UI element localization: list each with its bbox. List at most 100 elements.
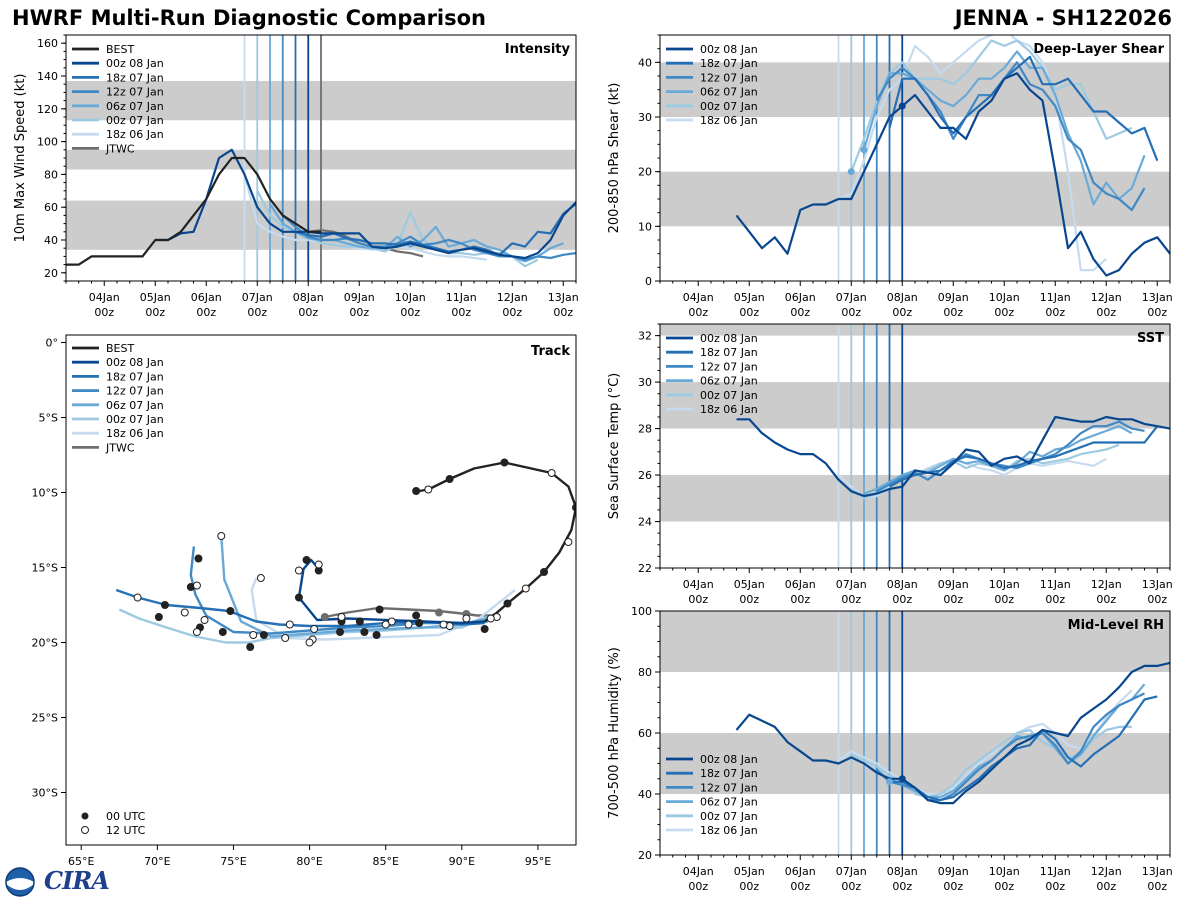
- intensity-xtick-label-hour-3: 00z: [247, 306, 267, 319]
- rh-legend-label-0: 00z 08 Jan: [700, 753, 758, 766]
- shear-legend-label-5: 18z 06 Jan: [700, 114, 758, 127]
- shear-xtick-label-hour-9: 00z: [1147, 306, 1167, 319]
- rh-panel-title: Mid-Level RH: [1068, 618, 1164, 633]
- intensity-ytick-label-3: 80: [44, 168, 58, 181]
- sst-xtick-label-hour-4: 00z: [892, 593, 912, 606]
- sst-xtick-label-hour-0: 00z: [688, 593, 708, 606]
- intensity-ytick-label-7: 160: [37, 37, 58, 50]
- track-point-12utc-20: [314, 560, 323, 569]
- track-point-00utc-20: [360, 628, 369, 636]
- rh-xtick-label-hour-4: 00z: [892, 880, 912, 893]
- track-ytick-label-6: 30°S: [32, 787, 58, 800]
- rh-xtick-label-day-2: 06Jan: [785, 865, 816, 878]
- intensity-legend-label-0: BEST: [106, 43, 134, 56]
- track-jtwc-point-0: [320, 613, 329, 621]
- track-point-12utc-16: [285, 620, 294, 629]
- track-xtick-label-6: 95°E: [525, 855, 551, 868]
- sst-xtick-label-hour-7: 00z: [1045, 593, 1065, 606]
- track-legend-label-1: 00z 08 Jan: [106, 356, 164, 369]
- shear-xtick-label-day-3: 07Jan: [836, 291, 867, 304]
- track-ytick-label-1: 5°S: [39, 412, 58, 425]
- shear-xtick-label-day-6: 10Jan: [989, 291, 1020, 304]
- sst-xtick-label-hour-1: 00z: [739, 593, 759, 606]
- sst-series-00z-08-jan: [736, 415, 1170, 498]
- rh-marker-0: [886, 778, 893, 786]
- sst-legend-label-0: 00z 08 Jan: [700, 332, 758, 345]
- track-xtick-label-4: 85°E: [372, 855, 398, 868]
- intensity-xtick-label-day-6: 10Jan: [395, 291, 426, 304]
- rh-ytick-label-0: 20: [638, 849, 652, 862]
- shear-xtick-label-hour-1: 00z: [739, 306, 759, 319]
- intensity-legend-label-6: 18z 06 Jan: [106, 128, 164, 141]
- rh-xtick-label-hour-9: 00z: [1147, 880, 1167, 893]
- track-point-12utc-0: [424, 485, 433, 494]
- track-point-12utc-11: [381, 620, 390, 629]
- track-series-12z-07-jan: [189, 546, 488, 635]
- track-legend-label-4: 06z 07 Jan: [106, 399, 164, 412]
- shear-xtick-label-day-8: 12Jan: [1091, 291, 1122, 304]
- track-point-12utc-25: [192, 628, 201, 636]
- track-point-00utc-13: [160, 601, 169, 609]
- intensity-xtick-label-hour-9: 00z: [553, 306, 573, 319]
- track-point-12utc-12: [337, 613, 346, 621]
- track-legend-label-7: JTWC: [105, 441, 135, 454]
- rh-xtick-label-day-0: 04Jan: [683, 865, 714, 878]
- track-point-12utc-5: [486, 614, 495, 623]
- rh-xtick-label-day-3: 07Jan: [836, 865, 867, 878]
- shear-xtick-label-hour-3: 00z: [841, 306, 861, 319]
- rh-ylabel: 700-500 hPa Humidity (%): [607, 647, 622, 819]
- track-point-00utc-12: [226, 607, 235, 615]
- shear-xtick-label-day-2: 06Jan: [785, 291, 816, 304]
- rh-xtick-label-day-5: 09Jan: [938, 865, 969, 878]
- rh-ytick-label-1: 40: [638, 788, 652, 801]
- track-xtick-label-2: 75°E: [220, 855, 246, 868]
- cira-logo-text: CIRA: [44, 866, 110, 895]
- sst-ytick-label-1: 24: [638, 516, 652, 529]
- rh-xtick-label-hour-5: 00z: [943, 880, 963, 893]
- shear-xtick-label-day-9: 13Jan: [1142, 291, 1173, 304]
- track-legend-label-2: 18z 07 Jan: [106, 370, 164, 383]
- shear-marker-0: [847, 168, 855, 176]
- track-marker-legend-12utc: [81, 826, 89, 834]
- rh-xtick-label-day-6: 10Jan: [989, 865, 1020, 878]
- rh-ytick-label-2: 60: [638, 727, 652, 740]
- sst-xtick-label-day-3: 07Jan: [836, 578, 867, 591]
- track-point-00utc-2: [500, 458, 509, 467]
- intensity-legend-label-5: 00z 07 Jan: [106, 114, 164, 127]
- sst-xtick-label-day-2: 06Jan: [785, 578, 816, 591]
- rh-xtick-label-day-7: 11Jan: [1040, 865, 1071, 878]
- track-xtick-label-1: 70°E: [144, 855, 170, 868]
- sst-xtick-label-hour-6: 00z: [994, 593, 1014, 606]
- sst-panel: 22 24 26 28 30 32 04Jan 00z 05Jan 00z 06Jan 00z 07Ja…: [607, 323, 1173, 606]
- rh-xtick-label-hour-1: 00z: [739, 880, 759, 893]
- track-series-group: [115, 458, 576, 651]
- shear-ytick-label-2: 20: [638, 166, 652, 179]
- rh-xtick-label-hour-0: 00z: [688, 880, 708, 893]
- track-legend-label-5: 00z 07 Jan: [106, 413, 164, 426]
- intensity-xtick-label-day-3: 07Jan: [242, 291, 273, 304]
- sst-series-group: [736, 415, 1170, 500]
- track-point-12utc-18: [256, 574, 265, 582]
- track-point-00utc-5: [503, 599, 512, 608]
- storm-title: JENNA - SH122026: [954, 6, 1172, 30]
- intensity-ytick-label-4: 100: [37, 136, 58, 149]
- intensity-xtick-label-day-8: 12Jan: [497, 291, 528, 304]
- sst-legend-label-4: 00z 07 Jan: [700, 389, 758, 402]
- rh-xtick-label-day-8: 12Jan: [1091, 865, 1122, 878]
- sst-xtick-label-day-8: 12Jan: [1091, 578, 1122, 591]
- shear-ylabel: 200-850 hPa Shear (kt): [607, 83, 622, 234]
- track-point-12utc-15: [305, 638, 314, 647]
- shear-legend-label-0: 00z 08 Jan: [700, 43, 758, 56]
- sst-xtick-label-day-0: 04Jan: [683, 578, 714, 591]
- track-marker-legend-00utc: [81, 812, 89, 820]
- shear-band-1: [660, 62, 1170, 117]
- intensity-xtick-label-hour-6: 00z: [400, 306, 420, 319]
- rh-legend-label-1: 18z 07 Jan: [700, 767, 758, 780]
- shear-panel-title: Deep-Layer Shear: [1033, 42, 1164, 57]
- rh-xtick-label-day-9: 13Jan: [1142, 865, 1173, 878]
- sst-series-18z-07-jan: [888, 425, 1159, 488]
- track-point-00utc-17: [246, 643, 255, 651]
- rh-legend-label-4: 00z 07 Jan: [700, 810, 758, 823]
- sst-xtick-label-hour-8: 00z: [1096, 593, 1116, 606]
- track-ytick-label-0: 0°: [46, 337, 59, 350]
